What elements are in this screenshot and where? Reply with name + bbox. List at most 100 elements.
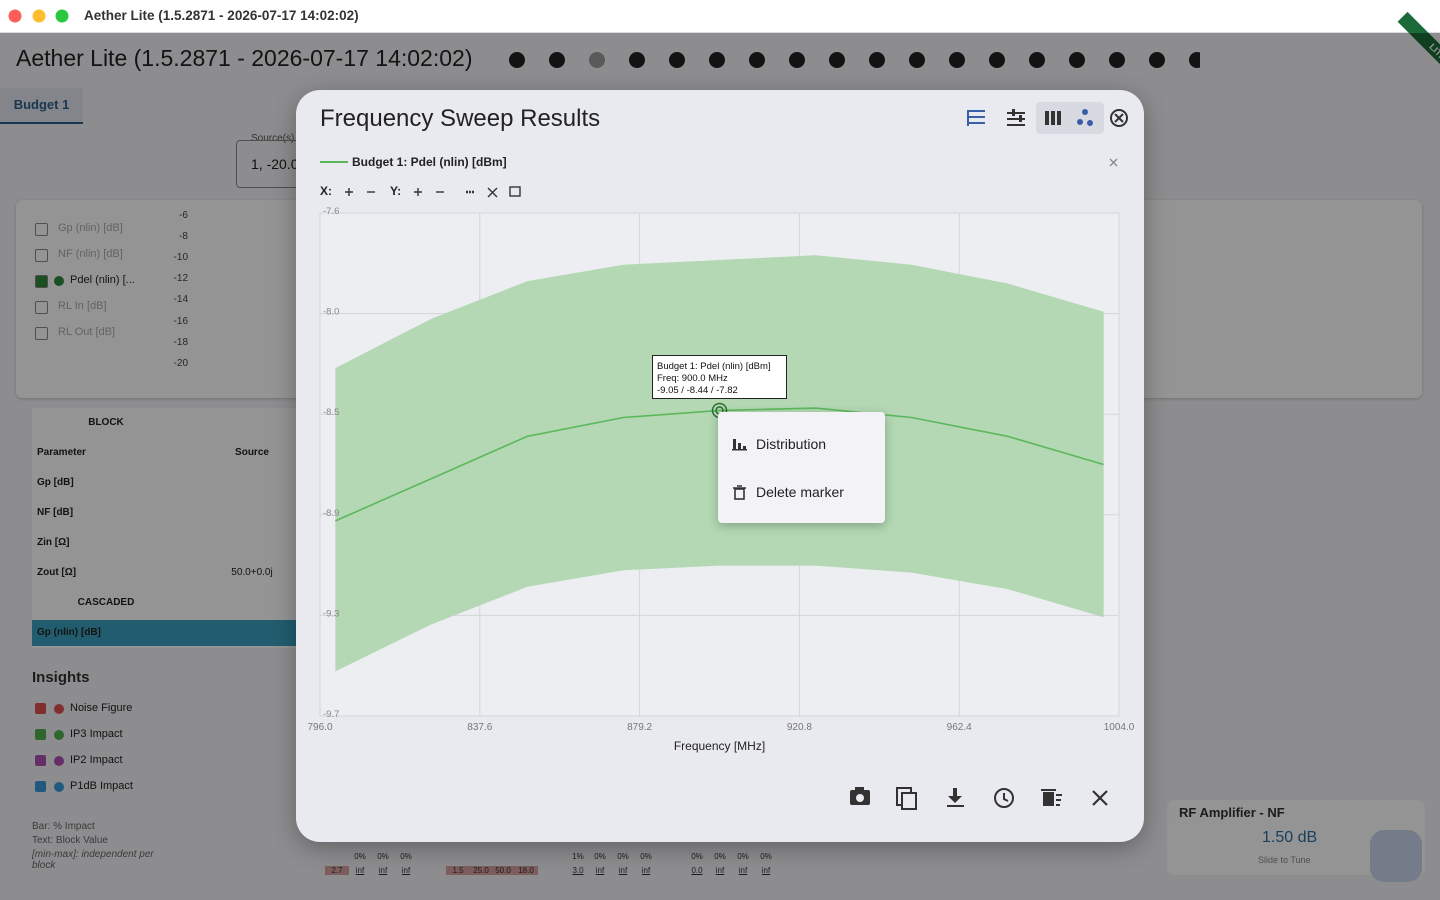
distribution-icon <box>732 439 747 451</box>
strip-value: inf <box>355 866 365 875</box>
trace-label[interactable]: Gp (nlin) [dB] <box>58 222 123 234</box>
toolbar-button[interactable] <box>589 52 605 68</box>
delete-icon <box>733 485 746 500</box>
window-controls <box>8 9 69 23</box>
zoom-button[interactable] <box>55 9 69 23</box>
insight-checkbox[interactable] <box>35 755 46 766</box>
strip-value: inf <box>595 866 605 875</box>
block-header: BLOCK <box>88 417 124 428</box>
parameter-row: NF [dB] <box>37 507 74 518</box>
trace-checkbox[interactable] <box>35 327 48 340</box>
parameter-row: Gp [dB] <box>37 477 74 488</box>
insight-dot <box>54 782 64 792</box>
dialog-title: Frequency Sweep Results <box>320 105 601 132</box>
insight-note: Bar: % Impact <box>32 821 95 832</box>
cascaded-row[interactable]: Gp (nlin) [dB] <box>32 620 301 646</box>
strip-value: inf <box>401 866 411 875</box>
tab[interactable]: Budget 1 <box>0 88 83 124</box>
toolbar <box>509 52 1200 68</box>
insights-title: Insights <box>32 669 90 686</box>
insight-label: P1dB Impact <box>70 780 133 792</box>
strip-percent: 0% <box>691 852 703 861</box>
menu-item[interactable]: Distribution <box>756 436 827 452</box>
toolbar-button[interactable] <box>1109 52 1125 68</box>
zout-value: 50.0+0.0j <box>231 567 273 578</box>
minimize-button[interactable] <box>32 9 46 23</box>
strip-value: inf <box>738 866 748 875</box>
toolbar-button[interactable] <box>869 52 885 68</box>
trace-label[interactable]: RL Out [dB] <box>58 326 116 338</box>
trace-checkbox[interactable] <box>35 223 48 236</box>
strip-percent: 1% <box>572 852 584 861</box>
cascaded-header: CASCADED <box>77 597 135 608</box>
x-zoom-label: X: <box>320 184 332 198</box>
insight-note: Text: Block Value <box>32 835 108 846</box>
tuner-hint[interactable]: Slide to Tune <box>1258 855 1311 865</box>
trace-checkbox[interactable] <box>35 301 48 314</box>
strip-value: 1.5 <box>446 866 470 875</box>
insight-label: IP2 Impact <box>70 754 123 766</box>
trace-dot <box>54 276 64 286</box>
toolbar-button[interactable] <box>669 52 685 68</box>
strip-percent: 0% <box>354 852 366 861</box>
parameter-row: Zin [Ω] <box>37 537 70 548</box>
strip-percent: 0% <box>737 852 749 861</box>
strip-percent: 0% <box>617 852 629 861</box>
toolbar-button[interactable] <box>829 52 845 68</box>
mini-y-tick: -18 <box>173 336 188 348</box>
strip-percent: 0% <box>377 852 389 861</box>
toolbar-button[interactable] <box>1069 52 1085 68</box>
trace-checkbox[interactable] <box>35 249 48 262</box>
strip-percent: 0% <box>760 852 772 861</box>
insight-label: Noise Figure <box>70 702 133 714</box>
title-bar: Aether Lite (1.5.2871 - 2026-07-17 14:02… <box>0 0 1440 33</box>
trace-label[interactable]: NF (nlin) [dB] <box>58 248 123 260</box>
toolbar-button[interactable] <box>549 52 565 68</box>
toolbar-button[interactable] <box>1149 52 1165 68</box>
toolbar-button[interactable] <box>989 52 1005 68</box>
window-title: Aether Lite (1.5.2871 - 2026-07-17 14:02… <box>84 8 359 23</box>
strip-value: 25.0 <box>469 866 493 875</box>
close-button[interactable] <box>8 9 22 23</box>
insight-checkbox[interactable] <box>35 703 46 714</box>
source-label: Source(s) <box>251 133 295 144</box>
insight-note: [min-max]: independent per block <box>32 849 154 871</box>
strip-value: 0.0 <box>691 866 703 875</box>
strip-value: inf <box>641 866 651 875</box>
trace-checkbox[interactable] <box>35 275 48 288</box>
toolbar-button[interactable] <box>949 52 965 68</box>
mini-y-tick: -12 <box>173 273 188 285</box>
strip-value: inf <box>618 866 628 875</box>
strip-percent: 0% <box>400 852 412 861</box>
tuner-title: RF Amplifier - NF <box>1179 805 1285 820</box>
toolbar-button[interactable] <box>1029 52 1045 68</box>
toolbar-button[interactable] <box>709 52 725 68</box>
mini-y-tick: -6 <box>179 210 188 221</box>
mini-y-tick: -16 <box>173 315 188 327</box>
insight-checkbox[interactable] <box>35 729 46 740</box>
toolbar-button[interactable] <box>909 52 925 68</box>
mini-y-tick: -14 <box>173 294 188 306</box>
menu-item[interactable]: Delete marker <box>756 484 844 500</box>
mini-y-tick: -8 <box>179 231 188 243</box>
add-button[interactable] <box>1370 830 1422 882</box>
insight-dot <box>54 730 64 740</box>
legend-label[interactable]: Budget 1: Pdel (nlin) [dBm] <box>352 155 507 169</box>
insight-checkbox[interactable] <box>35 781 46 792</box>
strip-percent: 0% <box>640 852 652 861</box>
insight-dot <box>54 704 64 714</box>
trace-label[interactable]: RL In [dB] <box>58 300 107 312</box>
toolbar-button[interactable] <box>509 52 525 68</box>
toolbar-button[interactable] <box>629 52 645 68</box>
toolbar-button[interactable] <box>789 52 805 68</box>
toolbar-button[interactable] <box>749 52 765 68</box>
strip-value: inf <box>378 866 388 875</box>
trace-label[interactable]: Pdel (nlin) [... <box>70 274 135 286</box>
strip-value: 18.0 <box>514 866 538 875</box>
source-header: Source <box>235 447 269 458</box>
strip-value: 2.7 <box>325 866 349 875</box>
strip-value: 3.0 <box>572 866 584 875</box>
insight-dot <box>54 756 64 766</box>
mini-y-tick: -10 <box>173 252 188 264</box>
toolbar-button[interactable] <box>1189 52 1200 68</box>
